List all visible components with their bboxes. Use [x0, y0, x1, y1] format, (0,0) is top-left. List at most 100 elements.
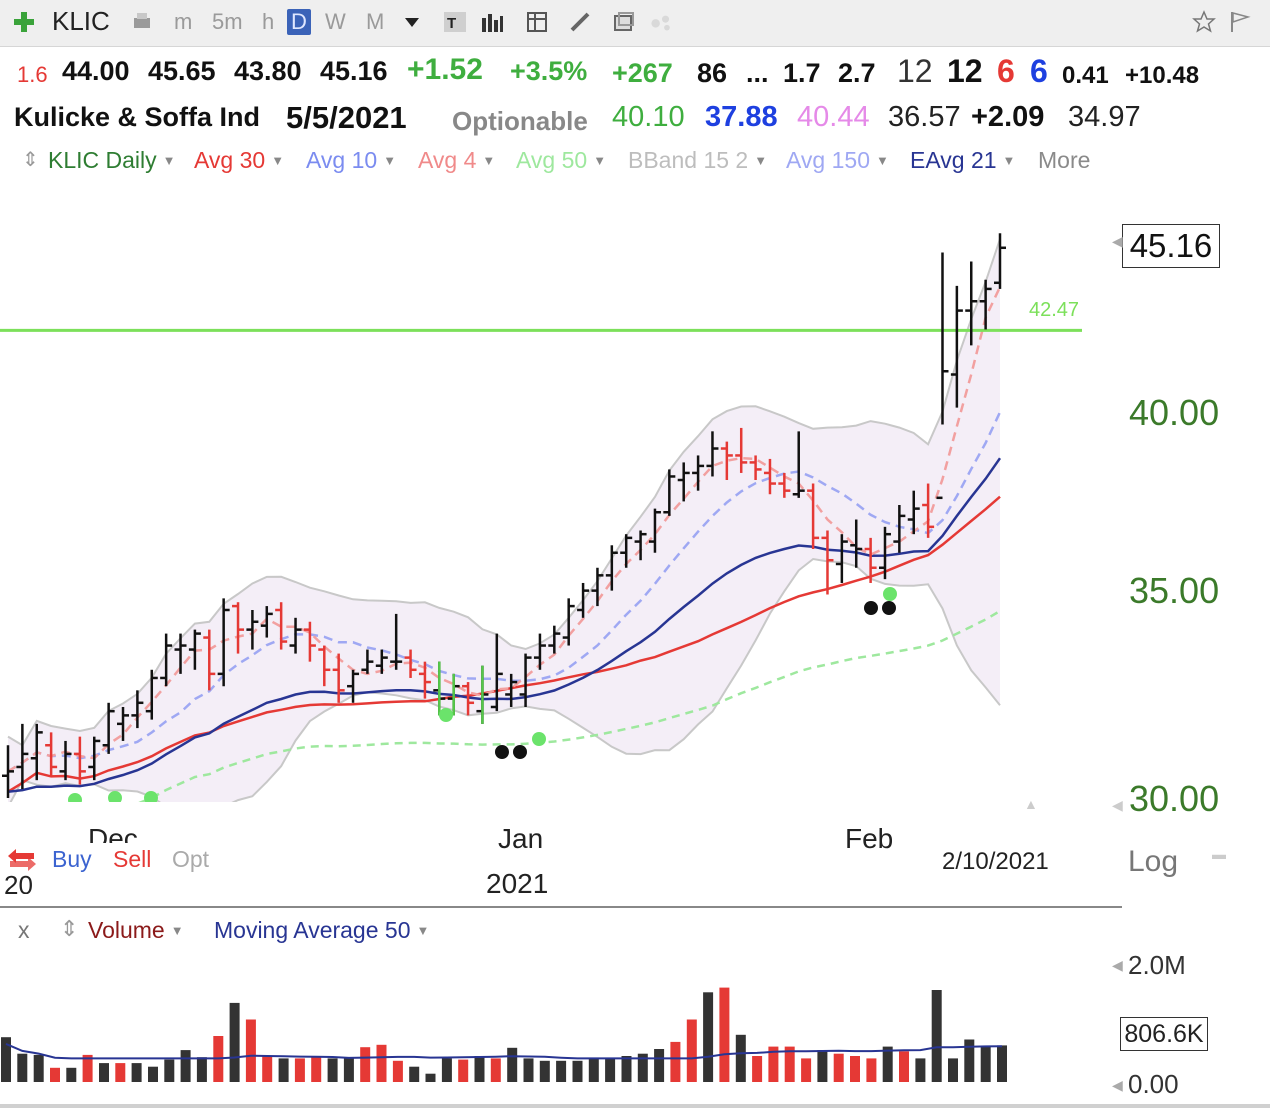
ohlc-bar: [965, 261, 978, 346]
volume-bar: [245, 1019, 256, 1082]
table-icon[interactable]: [526, 10, 550, 34]
ohlc-bar: [246, 609, 259, 650]
legend-label: KLIC Daily: [48, 147, 157, 173]
chevron-down-icon: ▼: [416, 923, 430, 938]
ohlc-bar: [562, 598, 575, 646]
ohlc-bar: [850, 519, 863, 568]
volume-bar: [82, 1054, 93, 1082]
legend-label: BBand 15 2: [628, 147, 749, 173]
ohlc-bar: [648, 508, 661, 553]
volume-bar: [278, 1058, 289, 1082]
legend-avg-150[interactable]: Avg 150 ▼: [786, 147, 889, 174]
buy-button[interactable]: Buy: [52, 846, 92, 872]
ohlc-bar: [59, 740, 72, 781]
legend-avg-4[interactable]: Avg 4 ▼: [418, 147, 495, 174]
ohlc-bar: [2, 745, 14, 798]
interval-5m[interactable]: 5m: [212, 9, 243, 34]
avg-50-line: [138, 609, 1001, 802]
ohlc-bar: [390, 613, 403, 670]
ohlc-bar: [232, 602, 245, 654]
add-icon[interactable]: [12, 10, 36, 34]
symbol-input[interactable]: KLIC: [52, 6, 110, 36]
low-price: 43.80: [234, 56, 302, 86]
quote-field: 12: [947, 53, 983, 89]
ohlc-bar: [217, 598, 230, 687]
bar-chart-icon[interactable]: [480, 10, 504, 34]
dots-icon[interactable]: [650, 10, 674, 34]
volume-bar: [311, 1056, 322, 1082]
ohlc-bar: [361, 649, 374, 674]
legend-label: Avg 4: [418, 147, 477, 173]
scroll-up-icon[interactable]: ▲: [1024, 796, 1038, 812]
interval-d[interactable]: D: [287, 9, 311, 35]
ohlc-bar: [605, 545, 618, 591]
volume-bar: [686, 1019, 697, 1082]
ohlc-bar: [375, 649, 388, 674]
flag-icon[interactable]: [1228, 10, 1252, 34]
quote-field: 40.10: [612, 101, 685, 133]
interval-w[interactable]: W: [325, 9, 346, 34]
scroll-left-icon[interactable]: ◀: [1112, 797, 1123, 813]
quote-field: 37.88: [705, 101, 778, 133]
price-pointer-icon: ◀: [1112, 233, 1123, 249]
x-sublabel: 2021: [486, 868, 549, 899]
interval-m[interactable]: m: [174, 9, 193, 34]
dropdown-icon[interactable]: [400, 10, 424, 34]
volume-bar: [866, 1058, 877, 1082]
price-change: +1.52: [407, 53, 483, 86]
drag-handle-icon[interactable]: ⇕: [22, 149, 39, 171]
ohlc-bar: [778, 472, 791, 498]
quote-field: 1.6: [17, 62, 48, 87]
volume-bar: [539, 1060, 550, 1082]
star-icon[interactable]: [1192, 10, 1216, 34]
trade-arrows-icon[interactable]: [6, 846, 38, 872]
scale-menu-icon[interactable]: ▬: [1212, 846, 1226, 862]
legend-volume[interactable]: Volume ▼: [88, 917, 184, 944]
legend-avg-30[interactable]: Avg 30 ▼: [194, 147, 284, 174]
volume-bar: [948, 1058, 958, 1082]
quote-date: 5/5/2021: [286, 100, 407, 135]
legend-bband[interactable]: BBand 15 2 ▼: [628, 147, 767, 174]
legend-eavg-21[interactable]: EAvg 21 ▼: [910, 147, 1015, 174]
volume-bar: [360, 1047, 371, 1082]
volume-bar: [425, 1073, 436, 1082]
chevron-down-icon: ▼: [875, 153, 889, 168]
ohlc-bar: [821, 530, 834, 595]
ohlc-bar: [835, 534, 848, 583]
legend-label: Avg 150: [786, 147, 870, 173]
ohlc-bar: [692, 455, 705, 491]
ohlc-bar: [131, 690, 144, 729]
window-icon[interactable]: [612, 10, 636, 34]
ohlc-bar: [749, 455, 762, 481]
ohlc-bar: [462, 682, 475, 716]
opt-button[interactable]: Opt: [172, 846, 210, 872]
interval-h[interactable]: h: [262, 9, 275, 34]
legend-moving-average-50[interactable]: Moving Average 50 ▼: [214, 917, 429, 944]
ohlc-bar: [577, 582, 590, 618]
drag-handle-icon[interactable]: ⇕: [60, 916, 79, 941]
log-scale-toggle[interactable]: Log: [1128, 845, 1179, 878]
volume-tick-label: 2.0M: [1128, 950, 1186, 980]
legend-avg-50[interactable]: Avg 50 ▼: [516, 147, 606, 174]
interval-mo[interactable]: M: [366, 9, 385, 34]
volume-bar: [196, 1057, 207, 1082]
chevron-down-icon: ▼: [754, 153, 768, 168]
more-button[interactable]: More: [1038, 147, 1091, 173]
text-icon[interactable]: T: [443, 10, 467, 34]
legend-klic-daily[interactable]: KLIC Daily ▼: [48, 147, 176, 174]
volume-bar: [588, 1058, 599, 1082]
volume-bar: [768, 1046, 779, 1082]
ohlc-bar: [706, 431, 719, 477]
pencil-icon[interactable]: [568, 10, 592, 34]
volume-bar: [670, 1041, 681, 1082]
ohlc-bar: [289, 617, 302, 654]
close-pane-icon[interactable]: x: [18, 917, 30, 943]
chevron-down-icon: ▼: [482, 153, 496, 168]
ohlc-bar: [936, 252, 949, 500]
legend-avg-10[interactable]: Avg 10 ▼: [306, 147, 396, 174]
signal-dot: [882, 601, 896, 615]
ohlc-bar: [145, 669, 158, 720]
sell-button[interactable]: Sell: [113, 846, 152, 872]
print-icon[interactable]: [130, 10, 154, 34]
quote-field: 86: [697, 58, 728, 88]
